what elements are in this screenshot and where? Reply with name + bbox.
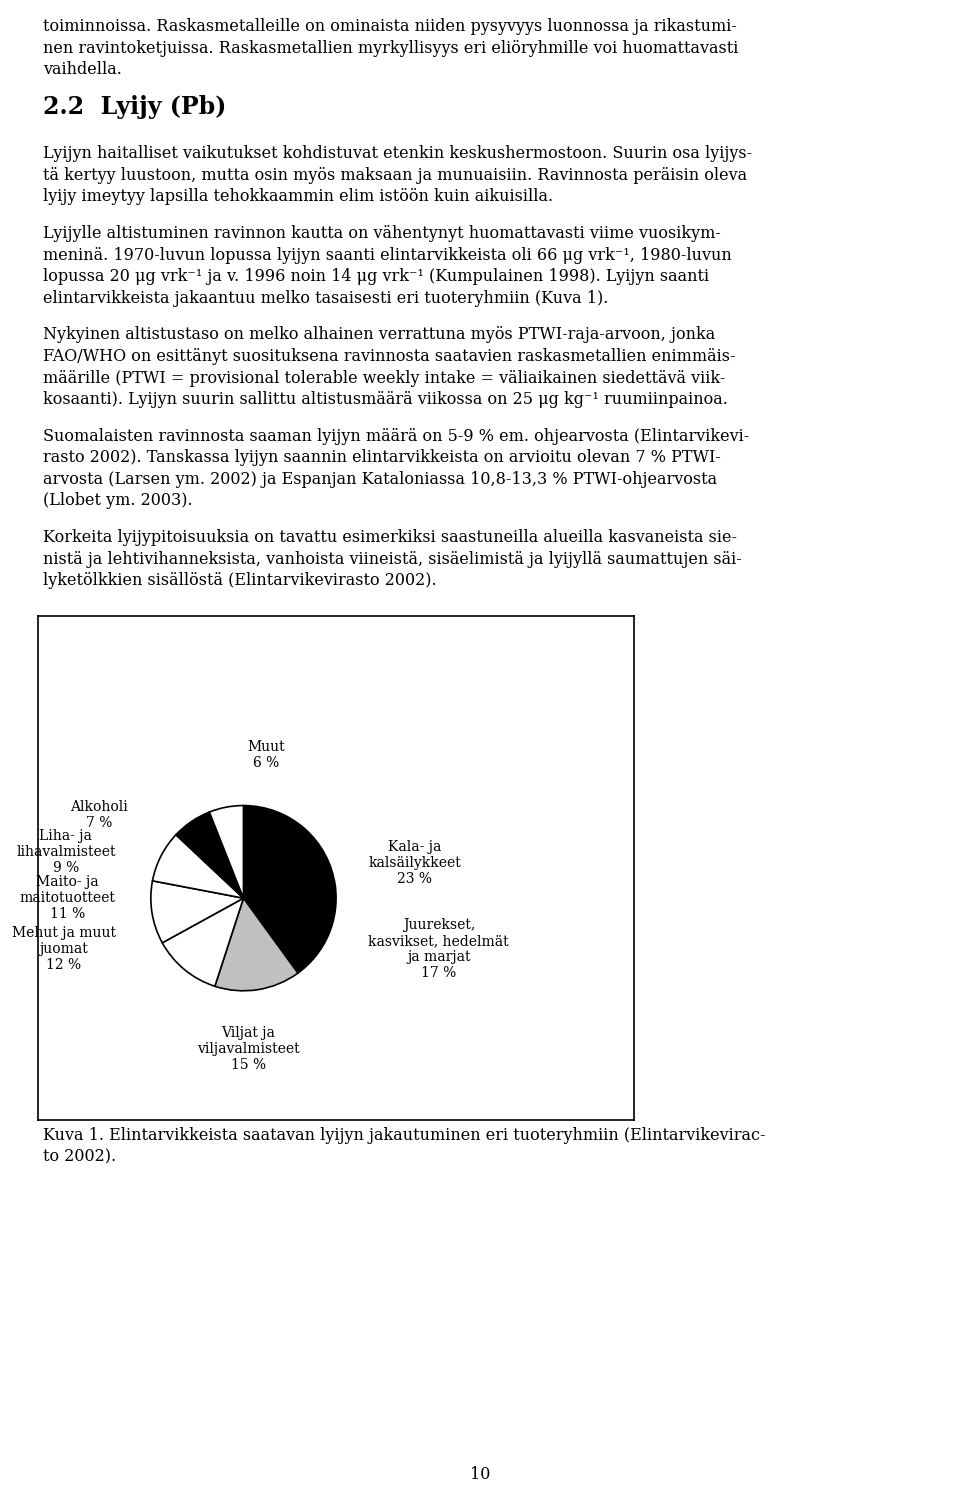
Wedge shape <box>244 886 336 973</box>
Text: Lyijyn haitalliset vaikutukset kohdistuvat etenkin keskushermostoon. Suurin osa : Lyijyn haitalliset vaikutukset kohdistuv… <box>43 146 753 162</box>
Text: vaihdella.: vaihdella. <box>43 62 122 78</box>
Text: meninä. 1970-luvun lopussa lyijyn saanti elintarvikkeista oli 66 μg vrk⁻¹, 1980-: meninä. 1970-luvun lopussa lyijyn saanti… <box>43 246 732 264</box>
Text: 2.2  Lyijy (Pb): 2.2 Lyijy (Pb) <box>43 95 227 119</box>
Text: Suomalaisten ravinnosta saaman lyijyn määrä on 5-9 % em. ohjearvosta (Elintarvik: Suomalaisten ravinnosta saaman lyijyn mä… <box>43 428 750 445</box>
Text: Maito- ja
maitotuotteet
11 %: Maito- ja maitotuotteet 11 % <box>20 876 115 921</box>
Text: to 2002).: to 2002). <box>43 1149 116 1166</box>
Wedge shape <box>151 880 244 943</box>
Text: Nykyinen altistustaso on melko alhainen verrattuna myös PTWI-raja-arvoon, jonka: Nykyinen altistustaso on melko alhainen … <box>43 326 715 344</box>
Text: lyijy imeytyy lapsilla tehokkaammin elim istöön kuin aikuisilla.: lyijy imeytyy lapsilla tehokkaammin elim… <box>43 188 553 206</box>
Wedge shape <box>244 805 335 898</box>
Text: lyketölkkien sisällöstä (Elintarvikevirasto 2002).: lyketölkkien sisällöstä (Elintarvikevira… <box>43 572 437 589</box>
Text: toiminnoissa. Raskasmetalleille on ominaista niiden pysyvyys luonnossa ja rikast: toiminnoissa. Raskasmetalleille on omina… <box>43 18 737 35</box>
Wedge shape <box>162 898 244 987</box>
Text: kosaanti). Lyijyn suurin sallittu altistusmäärä viikossa on 25 μg kg⁻¹ ruumiinpa: kosaanti). Lyijyn suurin sallittu altist… <box>43 391 728 409</box>
Text: arvosta (Larsen ym. 2002) ja Espanjan Kataloniassa 10,8-13,3 % PTWI-ohjearvosta: arvosta (Larsen ym. 2002) ja Espanjan Ka… <box>43 472 717 488</box>
Text: määrille (PTWI = provisional tolerable weekly intake = väliaikainen siedettävä v: määrille (PTWI = provisional tolerable w… <box>43 369 726 386</box>
Text: tä kertyy luustoon, mutta osin myös maksaan ja munuaisiin. Ravinnosta peräisin o: tä kertyy luustoon, mutta osin myös maks… <box>43 167 747 183</box>
Wedge shape <box>215 898 298 991</box>
Text: Mehut ja muut
juomat
12 %: Mehut ja muut juomat 12 % <box>12 925 115 972</box>
Text: elintarvikkeista jakaantuu melko tasaisesti eri tuoteryhmiin (Kuva 1).: elintarvikkeista jakaantuu melko tasaise… <box>43 290 609 306</box>
Text: FAO/WHO on esittänyt suosituksena ravinnosta saatavien raskasmetallien enimmäis-: FAO/WHO on esittänyt suosituksena ravinn… <box>43 348 735 365</box>
Wedge shape <box>209 805 244 898</box>
Text: Juurekset,
kasvikset, hedelmät
ja marjat
17 %: Juurekset, kasvikset, hedelmät ja marjat… <box>369 918 509 981</box>
Wedge shape <box>176 813 244 898</box>
Text: nen ravintoketjuissa. Raskasmetallien myrkyllisyys eri eliöryhmille voi huomatta: nen ravintoketjuissa. Raskasmetallien my… <box>43 39 738 57</box>
Text: rasto 2002). Tanskassa lyijyn saannin elintarvikkeista on arvioitu olevan 7 % PT: rasto 2002). Tanskassa lyijyn saannin el… <box>43 449 721 466</box>
Text: 10: 10 <box>469 1466 491 1484</box>
Text: Muut
6 %: Muut 6 % <box>248 740 285 771</box>
Text: Lyijylle altistuminen ravinnon kautta on vähentynyt huomattavasti viime vuosikym: Lyijylle altistuminen ravinnon kautta on… <box>43 225 721 242</box>
Text: Alkoholi
7 %: Alkoholi 7 % <box>70 799 128 831</box>
Text: lopussa 20 μg vrk⁻¹ ja v. 1996 noin 14 μg vrk⁻¹ (Kumpulainen 1998). Lyijyn saant: lopussa 20 μg vrk⁻¹ ja v. 1996 noin 14 μ… <box>43 269 709 285</box>
Text: nistä ja lehtivihanneksista, vanhoista viineistä, sisäelimistä ja lyijyllä sauma: nistä ja lehtivihanneksista, vanhoista v… <box>43 551 742 568</box>
Wedge shape <box>153 835 244 898</box>
Text: Liha- ja
lihavalmisteet
9 %: Liha- ja lihavalmisteet 9 % <box>16 829 115 876</box>
Text: (Llobet ym. 2003).: (Llobet ym. 2003). <box>43 493 193 509</box>
Text: Kuva 1. Elintarvikkeista saatavan lyijyn jakautuminen eri tuoteryhmiin (Elintarv: Kuva 1. Elintarvikkeista saatavan lyijyn… <box>43 1126 766 1145</box>
Text: Kala- ja
kalsäilykkeet
23 %: Kala- ja kalsäilykkeet 23 % <box>369 840 461 886</box>
Text: Korkeita lyijypitoisuuksia on tavattu esimerkiksi saastuneilla alueilla kasvanei: Korkeita lyijypitoisuuksia on tavattu es… <box>43 529 737 547</box>
Text: Viljat ja
viljavalmisteet
15 %: Viljat ja viljavalmisteet 15 % <box>197 1026 300 1072</box>
